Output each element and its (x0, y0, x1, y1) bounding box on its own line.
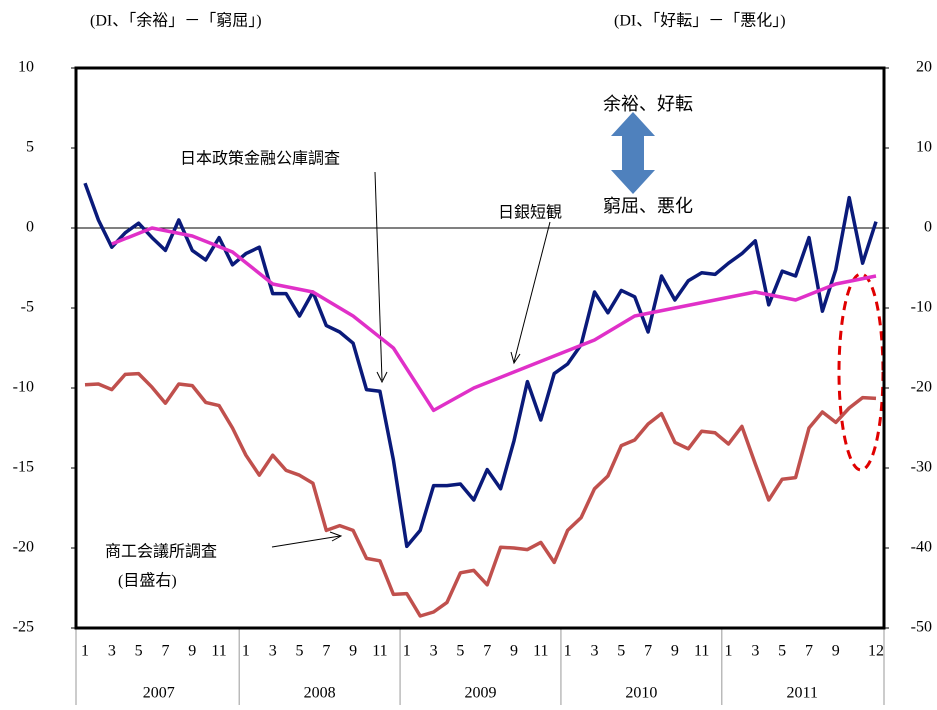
x-tick-label: 5 (456, 643, 464, 660)
plot-frame (74, 66, 886, 630)
year-label: 2011 (787, 685, 818, 702)
series-label: 日銀短観 (498, 204, 562, 222)
highlight-ellipse (837, 272, 885, 472)
annotation: (目盛右) (118, 572, 177, 590)
series-line (83, 182, 878, 549)
x-tick-label: 3 (590, 643, 598, 660)
x-tick-label: 11 (533, 643, 548, 660)
y2-tick-label: 10 (916, 139, 932, 156)
series-line (111, 226, 877, 413)
x-tick-label: 9 (349, 643, 357, 660)
x-tick-label: 3 (108, 643, 116, 660)
x-tick-label: 1 (242, 643, 250, 660)
y2-tick-label: 20 (916, 59, 932, 76)
x-tick-label: 5 (778, 643, 786, 660)
y-tick-label: -15 (13, 459, 34, 476)
year-label: 2008 (304, 685, 336, 702)
series-label: 日本政策金融公庫調査 (180, 150, 340, 168)
x-tick-label: 5 (617, 643, 625, 660)
x-tick-label: 11 (372, 643, 387, 660)
year-label: 2007 (143, 685, 175, 702)
x-tick-label: 9 (188, 643, 196, 660)
x-tick-label: 7 (805, 643, 813, 660)
x-tick-label: 9 (671, 643, 679, 660)
x-tick-label: 7 (322, 643, 330, 660)
x-tick-label: 12 (868, 643, 884, 660)
pointer-arrows (271, 171, 551, 548)
x-tick-label: 1 (403, 643, 411, 660)
y-axis-label: (DI、「余裕」－「窮屈」) (90, 11, 262, 30)
x-tick-label: 11 (211, 643, 226, 660)
annotation: 余裕、好転 (603, 94, 693, 114)
x-tick-label: 7 (161, 643, 169, 660)
series-line (84, 371, 877, 618)
x-tick-label: 9 (510, 643, 518, 660)
y2-tick-label: 0 (924, 219, 932, 236)
y-tick-label: -5 (21, 299, 34, 316)
x-tick-label: 1 (81, 643, 89, 660)
y2-tick-label: -40 (911, 539, 932, 556)
series-label: 商工会議所調査 (105, 543, 217, 561)
x-tick-label: 3 (269, 643, 277, 660)
y2-tick-label: -50 (911, 619, 932, 636)
y-tick-label: 0 (26, 219, 34, 236)
y2-tick-label: -30 (911, 459, 932, 476)
x-tick-label: 9 (832, 643, 840, 660)
y-tick-label: -25 (13, 619, 34, 636)
x-tick-label: 5 (296, 643, 304, 660)
x-tick-label: 5 (135, 643, 143, 660)
x-tick-label: 3 (430, 643, 438, 660)
annotation: 窮屈、悪化 (603, 196, 693, 216)
y2-tick-label: -20 (911, 379, 932, 396)
x-tick-label: 3 (751, 643, 759, 660)
y-tick-label: -10 (13, 379, 34, 396)
up-down-arrow (611, 112, 655, 194)
x-tick-label: 1 (564, 643, 572, 660)
year-label: 2009 (465, 685, 497, 702)
y2-tick-label: -10 (911, 299, 932, 316)
x-tick-label: 1 (725, 643, 733, 660)
y-tick-label: 5 (26, 139, 34, 156)
y-tick-label: 10 (18, 59, 34, 76)
x-tick-label: 7 (644, 643, 652, 660)
y2-axis-label: (DI、「好転」－「悪化」) (614, 12, 786, 30)
x-tick-label: 11 (694, 643, 709, 660)
x-tick-label: 7 (483, 643, 491, 660)
year-label: 2010 (625, 685, 657, 702)
y-tick-label: -20 (13, 539, 34, 556)
